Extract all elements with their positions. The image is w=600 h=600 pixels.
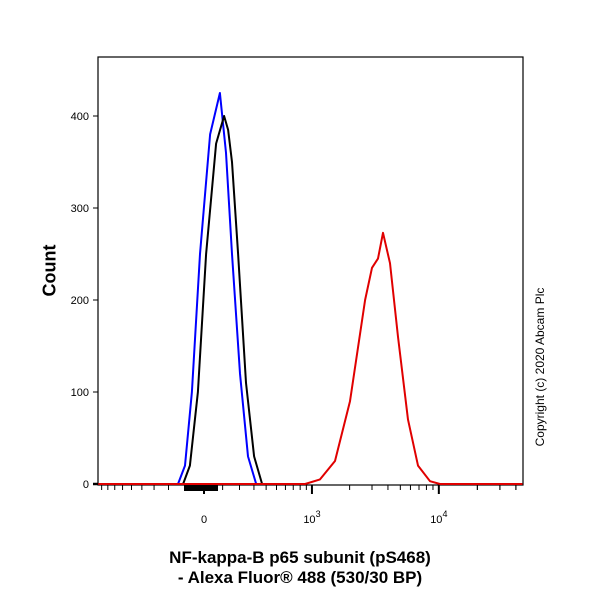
red-histogram — [98, 231, 523, 485]
x-tick-exponent: 4 — [442, 509, 447, 519]
y-tick-label: 100 — [71, 387, 89, 399]
black-histogram — [182, 115, 264, 485]
blue-histogram — [177, 92, 258, 485]
x-tick-label: 103 — [303, 509, 320, 526]
copyright-text: Copyright (c) 2020 Abcam Plc — [533, 287, 547, 447]
x-tick-label: 104 — [430, 509, 447, 526]
y-tick-label: 400 — [71, 111, 89, 123]
x-axis-label-line1: NF-kappa-B p65 subunit (pS468) — [169, 548, 431, 567]
y-axis-label: Count — [39, 244, 60, 297]
x-tick-label: 0 — [201, 514, 207, 526]
y-tick-label: 300 — [71, 203, 89, 215]
plot-frame — [97, 56, 524, 486]
x-zero-tick-cluster — [184, 485, 218, 491]
x-tick-exponent: 3 — [316, 509, 321, 519]
x-axis-label-line2: - Alexa Fluor® 488 (530/30 BP) — [177, 568, 423, 587]
y-tick-label: 200 — [71, 295, 89, 307]
y-tick-label: 0 — [83, 479, 89, 491]
